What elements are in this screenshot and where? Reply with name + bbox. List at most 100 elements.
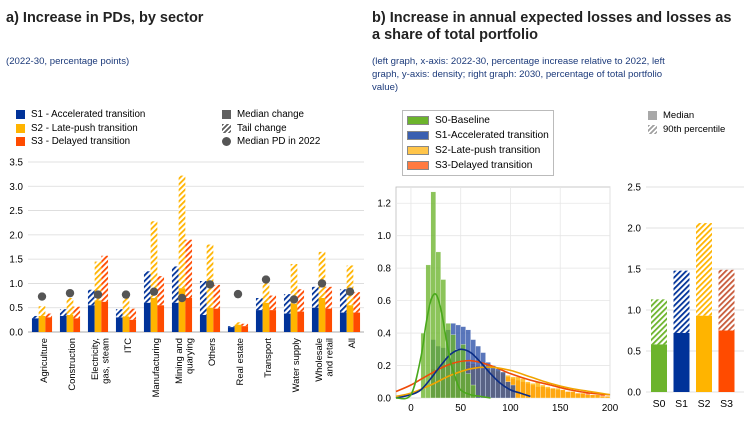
median-pd-2022-dot	[345, 287, 355, 296]
median-bar-s3	[157, 305, 165, 332]
p90-bar	[651, 299, 667, 345]
histogram-bin	[579, 392, 586, 399]
y-tick-label: 1.2	[377, 199, 391, 210]
y-tick-label: 1.5	[9, 255, 23, 266]
median-pd-2022-dot	[205, 280, 215, 289]
y-tick-label: 0.6	[377, 296, 391, 307]
category-label: ITC	[122, 338, 133, 353]
legend-dot-label: Median PD in 2022	[237, 136, 321, 148]
median-pd-2022-dot	[261, 275, 271, 284]
y-tick-label: 0.5	[9, 303, 23, 314]
median-bar-s1	[59, 315, 67, 332]
y-tick-label: 0.0	[627, 388, 641, 399]
kde-line	[395, 366, 611, 398]
median-bar-s1	[199, 315, 207, 332]
histogram-bin	[550, 388, 556, 399]
tail-bar-s1	[283, 294, 291, 314]
median-bar-s2	[38, 315, 46, 332]
category-label-line: and retail	[324, 338, 335, 377]
category-label: Others	[206, 338, 217, 366]
median-bar-s2	[234, 324, 242, 332]
category-label-line: Mining and	[173, 338, 184, 384]
histogram-bin	[515, 376, 521, 399]
tail-bar-s1	[87, 289, 95, 306]
median-pd-2022-dot	[177, 293, 187, 303]
panel-b-histogram: 0.0 0.2 0.4 0.6 0.8 1.0 1.2 0 50 100 150 200	[377, 186, 619, 414]
tail-bar-s1	[143, 271, 151, 303]
histogram-bin	[575, 392, 581, 399]
category-label: Wholesaleand retail	[313, 338, 335, 382]
legend-tail: Tail change	[222, 122, 320, 136]
median-pd-2022-dot	[93, 290, 103, 299]
b-s3-swatch	[407, 161, 429, 170]
tail-bar-s3	[185, 239, 193, 298]
histogram-bin	[545, 386, 551, 399]
tail-bar-s2	[150, 221, 158, 298]
median-pd-2022-dot	[289, 295, 299, 304]
category-label-line: Transport	[262, 338, 273, 378]
legend-s3-label: S3 - Delayed transition	[31, 136, 131, 148]
panel-b-title-line1: b) Increase in annual expected losses an…	[372, 10, 732, 26]
median-bar-s1	[143, 302, 151, 332]
median-pd-2022-dot	[149, 287, 159, 296]
category-label-line: Construction	[66, 338, 77, 391]
b-s1-swatch	[407, 131, 429, 140]
x-tick-label: 200	[602, 403, 619, 414]
legend-b-s0-label: S0-Baseline	[435, 115, 490, 126]
category-label: S3	[720, 398, 733, 410]
histogram-bin	[604, 396, 611, 399]
legend-s1: S1 - Accelerated transition	[16, 108, 145, 122]
y-tick-label: 2.0	[627, 224, 641, 235]
category-label: Electricity,gas, steam	[89, 338, 111, 384]
legend-b-s2: S2-Late-push transition	[407, 143, 549, 158]
tail-bar-s2	[206, 244, 214, 308]
median-bar-s2	[262, 302, 270, 332]
legend-s2-label: S2 - Late-push transition	[31, 122, 138, 134]
y-tick-label: 1.5	[627, 265, 641, 276]
panel-b-right-legend: Median 90th percentile	[648, 109, 725, 136]
median-bar	[651, 344, 667, 392]
category-label: Water supply	[290, 338, 301, 393]
category-label: Mining andquarying	[173, 338, 195, 384]
tail-bar-s3	[129, 308, 137, 320]
histogram-bin	[589, 394, 596, 399]
category-label: Real estate	[234, 338, 245, 385]
median-bar-s1	[115, 317, 123, 332]
category-label: Agriculture	[38, 338, 49, 383]
median-bar-s1	[255, 310, 263, 332]
category-label: All	[346, 338, 357, 348]
y-tick-label: 2.0	[9, 230, 23, 241]
tail-bar-s3	[213, 284, 221, 309]
kde-line	[395, 359, 611, 396]
b-median-swatch	[648, 111, 657, 121]
category-label-line: gas, steam	[100, 338, 111, 384]
median-bar-s1	[283, 313, 291, 332]
category-label-line: Real estate	[234, 338, 245, 385]
y-tick-label: 0.4	[377, 329, 391, 340]
s1-swatch	[16, 110, 25, 120]
histogram-bin	[584, 394, 591, 399]
histogram-bin	[570, 391, 576, 399]
histogram-bin	[425, 264, 431, 399]
median-bar-s1	[87, 305, 95, 332]
histogram-bin	[560, 389, 566, 399]
panel-b-subtitle-line3: value)	[372, 82, 399, 93]
tail-bar-s2	[346, 265, 354, 306]
category-label-line: Water supply	[290, 338, 301, 393]
panel-b-subtitle-line2: graph, y-axis: density; right graph: 203…	[372, 69, 663, 80]
panel-b-title: b) Increase in annual expected losses an…	[372, 10, 731, 44]
x-tick-label: 0	[408, 403, 414, 414]
median-bar-s1	[311, 307, 319, 332]
median-bar-s3	[185, 298, 193, 332]
tail-bar-s3	[241, 323, 249, 327]
legend-b-p90: 90th percentile	[648, 123, 725, 137]
legend-s2: S2 - Late-push transition	[16, 122, 145, 136]
category-label: Transport	[262, 338, 273, 378]
median-bar-s2	[318, 298, 326, 332]
category-label: S0	[653, 398, 666, 410]
panel-b-histogram-legend: S0-Baseline S1-Accelerated transition S2…	[402, 110, 554, 176]
median-bar-s3	[325, 308, 333, 332]
category-label-line: Manufacturing	[150, 338, 161, 397]
legend-b-s3: S3-Delayed transition	[407, 158, 549, 173]
